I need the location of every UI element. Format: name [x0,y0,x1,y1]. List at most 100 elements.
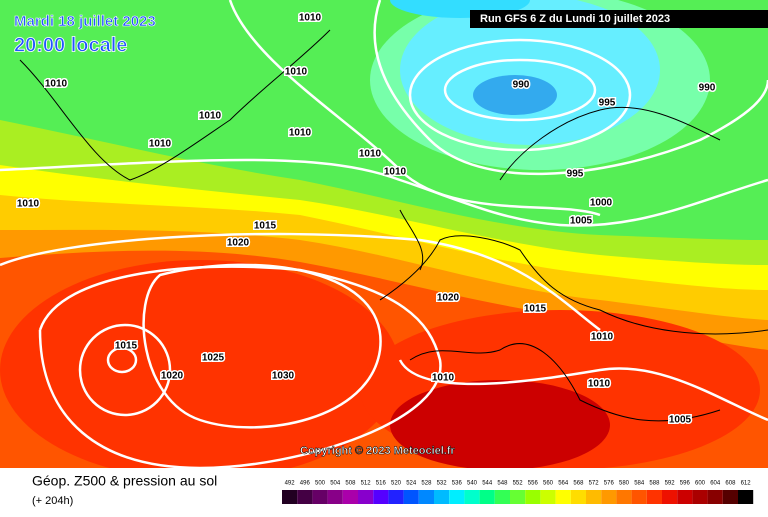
scale-swatch [722,490,738,504]
color-scale: 492 496 500 504 508 512 516 520 524 528 532 536 540 5… [282,481,754,504]
isobar-label: 1010 [149,139,172,150]
scale-label: 608 [725,481,736,487]
scale-label: 548 [497,481,508,487]
isobar-lines [0,0,768,429]
scale-swatch [479,490,495,504]
isobar-labels: 1010101010101010101010101010101010109909… [15,11,717,427]
scale-swatch [327,490,343,504]
scale-label: 508 [345,481,356,487]
scale-swatch [738,490,754,504]
scale-label: 544 [482,481,493,487]
isobar-label: 1005 [570,216,593,227]
isobar-label: 1020 [161,371,184,382]
run-info: Run GFS 6 Z du Lundi 10 juillet 2023 [480,13,670,25]
scale-swatch [342,490,358,504]
scale-label: 504 [330,481,341,487]
scale-label: 596 [680,481,691,487]
scale-swatch [418,490,434,504]
isobar-label: 995 [599,98,616,109]
scale-swatch [403,490,419,504]
scale-swatch [540,490,556,504]
isobar-label: 1010 [17,199,40,210]
scale-swatch [358,490,374,504]
isobar-label: 1010 [285,67,308,78]
scale-label: 520 [391,481,402,487]
scale-label: 552 [513,481,524,487]
isobar-label: 1010 [359,149,382,160]
isobar-label: 990 [513,80,530,91]
scale-label: 572 [589,481,600,487]
scale-swatch [297,490,313,504]
zone [473,75,557,115]
scale-swatch [601,490,617,504]
scale-label: 580 [619,481,630,487]
scale-swatch [312,490,328,504]
scale-swatch [616,490,632,504]
isobar-label: 1010 [299,13,322,24]
copyright: Copyright © 2023 Meteociel.fr [300,445,456,457]
scale-label: 592 [665,481,676,487]
scale-label: 536 [452,481,463,487]
scale-swatch [525,490,541,504]
zone [0,260,400,480]
scale-label: 556 [528,481,539,487]
scale-swatch [586,490,602,504]
scale-swatch [434,490,450,504]
isobar-label: 1020 [437,293,460,304]
scale-label: 532 [437,481,448,487]
scale-swatch [373,490,389,504]
scale-swatch [510,490,526,504]
isobar-label: 1015 [524,304,547,315]
scale-label: 524 [406,481,417,487]
isobar-label: 995 [567,169,584,180]
scale-swatch [677,490,693,504]
scale-swatch [631,490,647,504]
scale-swatch [570,490,586,504]
scale-swatch [282,490,298,504]
isobar-label: 1025 [202,353,225,364]
scale-label: 604 [710,481,721,487]
date-label: Mardi 18 juillet 2023 [14,13,156,30]
scale-label: 492 [285,481,296,487]
scale-label: 500 [315,481,326,487]
isobar-label: 1010 [432,373,455,384]
scale-swatch [494,490,510,504]
legend-title: Géop. Z500 & pression au sol [32,473,217,489]
scale-swatch [707,490,723,504]
scale-label: 568 [573,481,584,487]
isobar-label: 1015 [254,221,277,232]
isobar-label: 1010 [591,332,614,343]
scale-label: 576 [604,481,615,487]
legend-subtitle: (+ 204h) [32,495,73,507]
scale-label: 612 [741,481,752,487]
run-banner [470,10,768,28]
scale-label: 528 [421,481,432,487]
scale-label: 516 [376,481,387,487]
scale-label: 512 [361,481,372,487]
isobar-label: 1030 [272,371,295,382]
scale-label: 560 [543,481,554,487]
zone [390,380,610,470]
scale-swatch [692,490,708,504]
coastlines [19,29,768,422]
scale-swatch [388,490,404,504]
isobar-label: 1010 [384,167,407,178]
isobar-label: 1005 [669,415,692,426]
scale-label: 588 [649,481,660,487]
isobar-label: 1010 [45,79,68,90]
scale-swatch [555,490,571,504]
scale-swatch [464,490,480,504]
zone [400,0,660,145]
isobar-label: 1010 [199,111,222,122]
scale-label: 496 [300,481,311,487]
scale-swatch [646,490,662,504]
scale-swatch [662,490,678,504]
scale-label: 564 [558,481,569,487]
isobar-label: 1020 [227,238,250,249]
time-label: 20:00 locale [14,34,127,56]
isobar-label: 1010 [588,379,611,390]
isobar-label: 1015 [115,341,138,352]
scale-swatch [449,490,465,504]
